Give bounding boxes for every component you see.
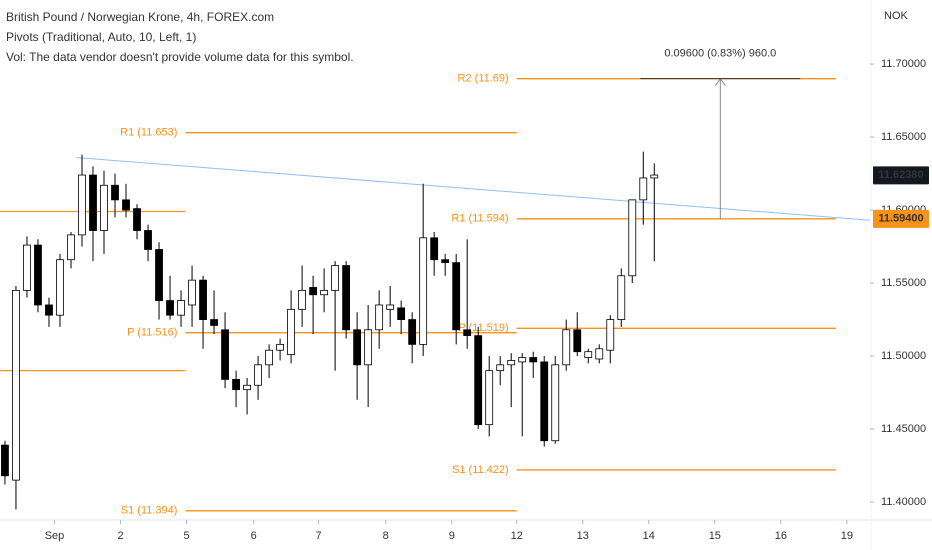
x-tick-label: 6 (251, 530, 257, 542)
candle-body (232, 379, 240, 391)
candle-body (650, 174, 659, 179)
candle-body (265, 349, 273, 366)
candle-body (243, 384, 251, 391)
price-label-box (873, 166, 929, 185)
price-label-box (873, 209, 929, 228)
y-tick-label: 11.45000 (881, 423, 926, 435)
candle-body (23, 244, 31, 291)
candle-body (177, 300, 185, 316)
y-tick-label: 11.50000 (881, 350, 926, 362)
candle-body (298, 289, 307, 310)
candle-body (507, 360, 516, 366)
chart-title: British Pound / Norwegian Krone, 4h, FOR… (6, 10, 274, 24)
candle-body (133, 208, 141, 231)
candle-body (562, 329, 571, 366)
candle-body (364, 329, 373, 366)
x-tick-label: 13 (577, 530, 589, 542)
x-tick-label: 8 (383, 530, 389, 542)
x-tick-label: 19 (841, 530, 853, 542)
x-tick-label: 14 (643, 530, 655, 542)
price-label: 11.59400 (878, 213, 923, 225)
candle-body (100, 184, 108, 231)
candle-body (331, 265, 340, 291)
candle-body (1, 444, 9, 477)
candle-body (12, 289, 20, 481)
candle-body (584, 351, 593, 358)
trendline (76, 157, 871, 221)
candle-body (276, 343, 284, 351)
candle-body (518, 357, 527, 363)
candle-body (617, 275, 626, 320)
candle-body (397, 307, 406, 320)
candle-body (210, 319, 218, 326)
candle-body (551, 364, 560, 442)
candle-body (529, 357, 538, 363)
x-tick-label: 9 (449, 530, 455, 542)
x-tick-label: 15 (709, 530, 721, 542)
candle-body (144, 230, 152, 250)
pivot-label: R2 (11.69) (458, 73, 509, 85)
candle-body (628, 199, 637, 277)
y-tick-label: 11.70000 (881, 58, 926, 70)
candle-body (45, 304, 53, 316)
candle-body (111, 184, 119, 201)
candle-body (430, 237, 439, 261)
pivot-label: P (11.516) (127, 327, 177, 339)
candle-body (89, 174, 97, 231)
candle-body (287, 308, 296, 355)
candle-body (540, 361, 549, 442)
candle-body (188, 279, 196, 306)
candle-body (375, 304, 384, 331)
candle-body (441, 259, 450, 264)
candle-body (353, 329, 362, 366)
candle-body (463, 329, 472, 337)
y-tick-label: 11.55000 (881, 277, 926, 289)
candle-body (78, 174, 86, 236)
x-tick-label: 16 (775, 530, 787, 542)
candle-body (485, 370, 494, 426)
pivot-label: R1 (11.594) (451, 213, 508, 225)
candle-body (155, 249, 163, 301)
candle-body (166, 300, 174, 316)
candle-body (56, 259, 64, 316)
x-tick-label: 5 (183, 530, 189, 542)
candle-body (573, 329, 582, 353)
candle-body (606, 319, 615, 351)
x-tick-label: 2 (117, 530, 123, 542)
indicator-legend: Pivots (Traditional, Auto, 10, Left, 1) (6, 30, 196, 44)
pivot-label: S1 (11.422) (452, 464, 509, 476)
measure-label: 0.09600 (0.83%) 960.0 (664, 48, 776, 60)
candle-body (221, 329, 229, 380)
pivot-label: S1 (11.394) (121, 505, 178, 517)
candle-body (419, 237, 428, 345)
candle-body (199, 279, 207, 320)
pivot-label: R1 (11.653) (120, 127, 177, 139)
candle-body (386, 304, 395, 310)
x-tick-label: Sep (45, 530, 65, 542)
x-tick-label: 7 (316, 530, 322, 542)
candle-body (595, 348, 604, 360)
candle-body (309, 287, 318, 296)
candle-body (408, 319, 417, 345)
candle-body (67, 234, 75, 261)
candle-body (342, 265, 351, 331)
candle-body (452, 262, 461, 331)
candle-body (122, 199, 130, 211)
candle-body (320, 289, 329, 296)
y-tick-label: 11.65000 (881, 131, 926, 143)
x-tick-label: 12 (511, 530, 523, 542)
volume-note: Vol: The data vendor doesn't provide vol… (6, 50, 354, 64)
candle-body (254, 364, 262, 386)
candle-body (639, 177, 648, 201)
candle-body (34, 244, 42, 306)
candle-body (496, 364, 505, 372)
currency-label: NOK (884, 10, 909, 22)
y-tick-label: 11.40000 (881, 496, 926, 508)
price-label: 11.62380 (878, 169, 923, 181)
candle-body (474, 335, 483, 426)
